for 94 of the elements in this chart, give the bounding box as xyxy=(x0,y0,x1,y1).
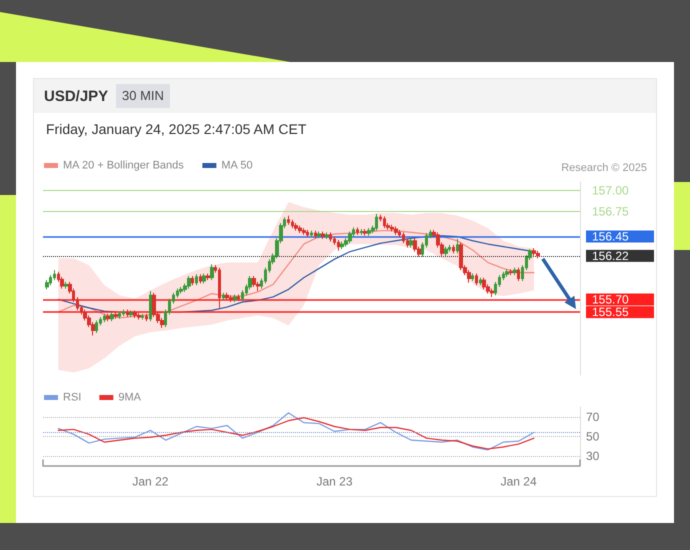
candlestick xyxy=(302,228,306,236)
candlestick xyxy=(225,292,229,301)
candlestick xyxy=(452,244,455,254)
candlestick xyxy=(60,276,64,290)
y-tick-label: 155.70 xyxy=(592,292,630,306)
y-tick-label: 156.75 xyxy=(592,204,630,218)
candlestick xyxy=(210,264,214,281)
candlestick xyxy=(383,216,386,229)
candlestick xyxy=(179,286,183,294)
candlestick xyxy=(237,294,240,302)
y-tick-label: 156.45 xyxy=(592,230,630,244)
candlestick xyxy=(513,267,517,276)
candlestick xyxy=(375,213,378,232)
candlestick xyxy=(409,238,413,248)
candlestick xyxy=(103,313,106,323)
candlestick xyxy=(233,294,237,302)
candlestick xyxy=(252,275,256,288)
candlestick xyxy=(337,239,340,252)
candlestick xyxy=(367,228,371,236)
x-tick-label: Jan 24 xyxy=(500,474,537,488)
candlestick xyxy=(149,290,152,322)
text: Research © 2025 xyxy=(561,162,647,174)
candlestick xyxy=(141,313,144,320)
candlestick xyxy=(202,272,206,284)
candlestick xyxy=(106,313,110,322)
candlestick xyxy=(363,228,367,236)
candlestick xyxy=(287,215,290,226)
candlestick xyxy=(291,219,294,229)
x-tick-label: Jan 23 xyxy=(316,474,353,488)
candlestick xyxy=(456,238,459,254)
candlestick xyxy=(314,230,317,239)
candlestick xyxy=(222,292,225,301)
candlestick xyxy=(126,309,129,318)
candlestick xyxy=(459,242,463,271)
y-tick-label: 70 xyxy=(586,410,600,424)
candlestick xyxy=(482,277,486,290)
candlestick xyxy=(356,226,359,236)
candlestick xyxy=(53,270,56,281)
candlestick xyxy=(317,231,321,239)
candlestick xyxy=(229,294,233,302)
candlestick xyxy=(122,309,125,317)
candlestick xyxy=(306,229,309,238)
candlestick xyxy=(490,288,494,298)
candlestick xyxy=(118,310,121,320)
y-tick-label: 30 xyxy=(586,448,600,463)
legend-label: MA 20 + Bollinger Bands xyxy=(63,160,184,172)
text: Friday, January 24, 2025 2:47:05 AM CET xyxy=(46,121,306,137)
candlestick xyxy=(114,312,118,320)
candlestick xyxy=(64,281,68,290)
candlestick xyxy=(340,241,344,250)
candlestick xyxy=(294,222,298,232)
candlestick xyxy=(95,320,98,334)
candlestick xyxy=(191,275,194,286)
legend-label: MA 50 xyxy=(221,160,253,172)
legend-label: RSI xyxy=(63,392,82,404)
candlestick xyxy=(479,277,482,286)
candlestick xyxy=(444,246,448,256)
candlestick xyxy=(310,230,313,238)
candlestick xyxy=(413,238,417,252)
candlestick xyxy=(110,312,114,322)
candlestick xyxy=(394,226,398,236)
candlestick xyxy=(195,274,198,286)
candlestick xyxy=(475,272,478,286)
candlestick xyxy=(471,272,474,282)
chart-subtitle: 30 MIN xyxy=(116,84,170,108)
candlestick xyxy=(321,231,325,240)
candlestick xyxy=(329,232,332,242)
candlestick xyxy=(536,250,540,259)
y-tick-label: 156.22 xyxy=(592,248,630,263)
candlestick xyxy=(218,267,221,308)
legend-label: 9MA xyxy=(118,392,142,404)
candlestick xyxy=(517,267,520,282)
y-tick-label: 157.00 xyxy=(592,183,630,198)
candlestick xyxy=(402,232,405,244)
candlestick xyxy=(129,310,133,318)
x-tick-label: Jan 22 xyxy=(132,474,169,488)
candlestick xyxy=(509,268,513,276)
candlestick xyxy=(360,228,363,236)
candlestick xyxy=(145,313,148,322)
chart-title: USD/JPY xyxy=(44,88,108,105)
y-tick-label: 155.55 xyxy=(592,305,630,320)
candlestick xyxy=(325,232,329,240)
candlestick xyxy=(298,225,302,234)
candlestick xyxy=(348,231,352,244)
candlestick xyxy=(532,248,536,256)
candlestick xyxy=(448,244,451,252)
candlestick xyxy=(187,275,191,290)
candlestick xyxy=(505,268,509,278)
y-tick-label: 50 xyxy=(586,429,600,444)
candlestick xyxy=(199,274,202,284)
candlestick xyxy=(206,272,210,281)
candlestick xyxy=(137,312,141,320)
candlestick xyxy=(390,224,394,232)
candlestick xyxy=(133,310,137,318)
